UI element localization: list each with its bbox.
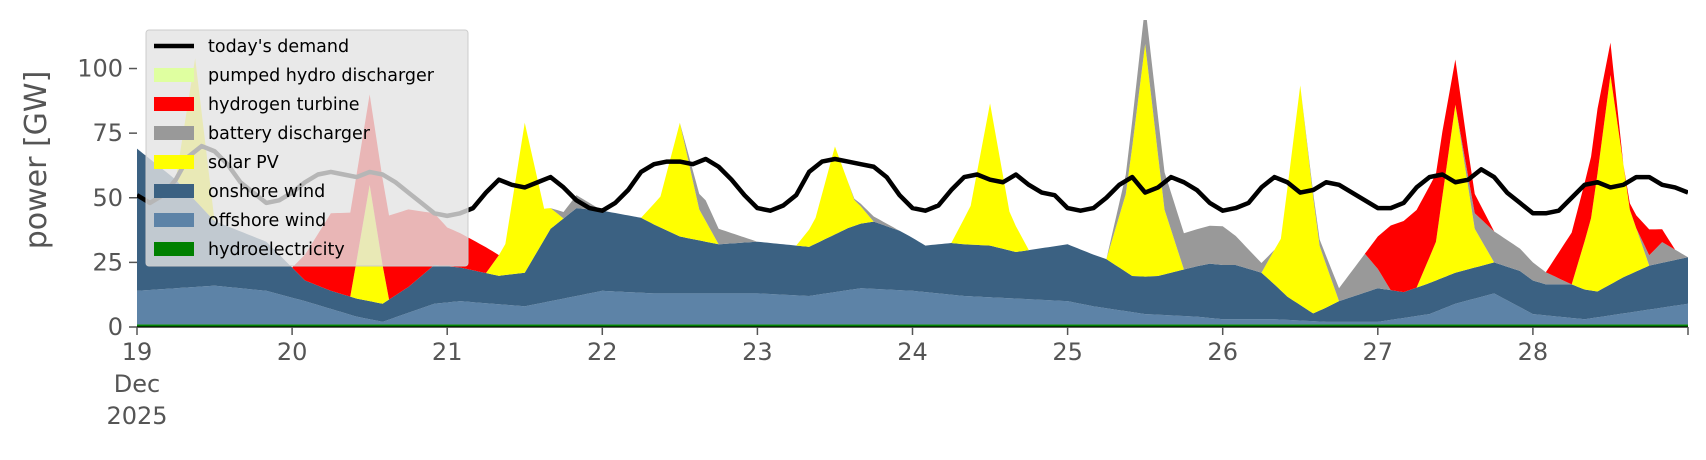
legend-swatch-hydroelectricity	[154, 242, 194, 256]
y-tick-label: 75	[92, 119, 123, 147]
legend-label-hydrogen-turbine: hydrogen turbine	[208, 95, 360, 115]
area-battery-discharger	[137, 20, 1688, 302]
legend: today's demand pumped hydro discharger hyd…	[145, 29, 469, 267]
x-tick-label: 25	[1052, 338, 1083, 366]
axes: 0 25 50 75 100 19 Dec 2025 20 21 22 23 24 25 26 27 28	[77, 55, 1689, 430]
y-axis-label: power [GW]	[19, 71, 54, 250]
y-tick-label: 50	[92, 184, 123, 212]
legend-label-solar-pv: solar PV	[208, 153, 279, 173]
x-tick-label: 26	[1207, 338, 1238, 366]
stacked-areas	[137, 20, 1688, 327]
x-tick-label: 22	[587, 338, 618, 366]
area-onshore-wind	[137, 148, 1688, 322]
x-tick-label: 28	[1518, 338, 1549, 366]
area-hydroelectricity	[137, 324, 1688, 327]
legend-swatch-solar-pv	[154, 155, 194, 169]
legend-swatch-hydrogen-turbine	[154, 97, 194, 111]
x-tick-label: 19	[122, 338, 153, 366]
x-tick-label: 21	[432, 338, 463, 366]
x-tick-label: 23	[742, 338, 773, 366]
x-tick-label: 27	[1363, 338, 1394, 366]
legend-label-onshore-wind: onshore wind	[208, 182, 325, 202]
legend-label-pumped-hydro-discharger: pumped hydro discharger	[208, 66, 435, 86]
legend-swatch-offshore-wind	[154, 213, 194, 227]
legend-swatch-battery-discharger	[154, 126, 194, 140]
y-tick-label: 25	[92, 248, 123, 276]
legend-box	[145, 29, 469, 267]
x-tick-label: Dec	[114, 370, 160, 398]
y-tick-label: 0	[108, 313, 123, 341]
area-solar-pv	[137, 43, 1688, 314]
legend-swatch-pumped-hydro-discharger	[154, 68, 194, 82]
legend-label-hydroelectricity: hydroelectricity	[208, 240, 345, 260]
legend-label-today-s-demand: today's demand	[208, 37, 349, 57]
legend-swatch-onshore-wind	[154, 184, 194, 198]
x-tick-label: 2025	[106, 402, 167, 430]
y-tick-label: 100	[77, 55, 123, 83]
x-tick-label: 24	[897, 338, 928, 366]
area-offshore-wind	[137, 285, 1688, 325]
x-tick-label: 20	[277, 338, 308, 366]
legend-label-battery-discharger: battery discharger	[208, 124, 371, 144]
legend-label-offshore-wind: offshore wind	[208, 211, 326, 231]
